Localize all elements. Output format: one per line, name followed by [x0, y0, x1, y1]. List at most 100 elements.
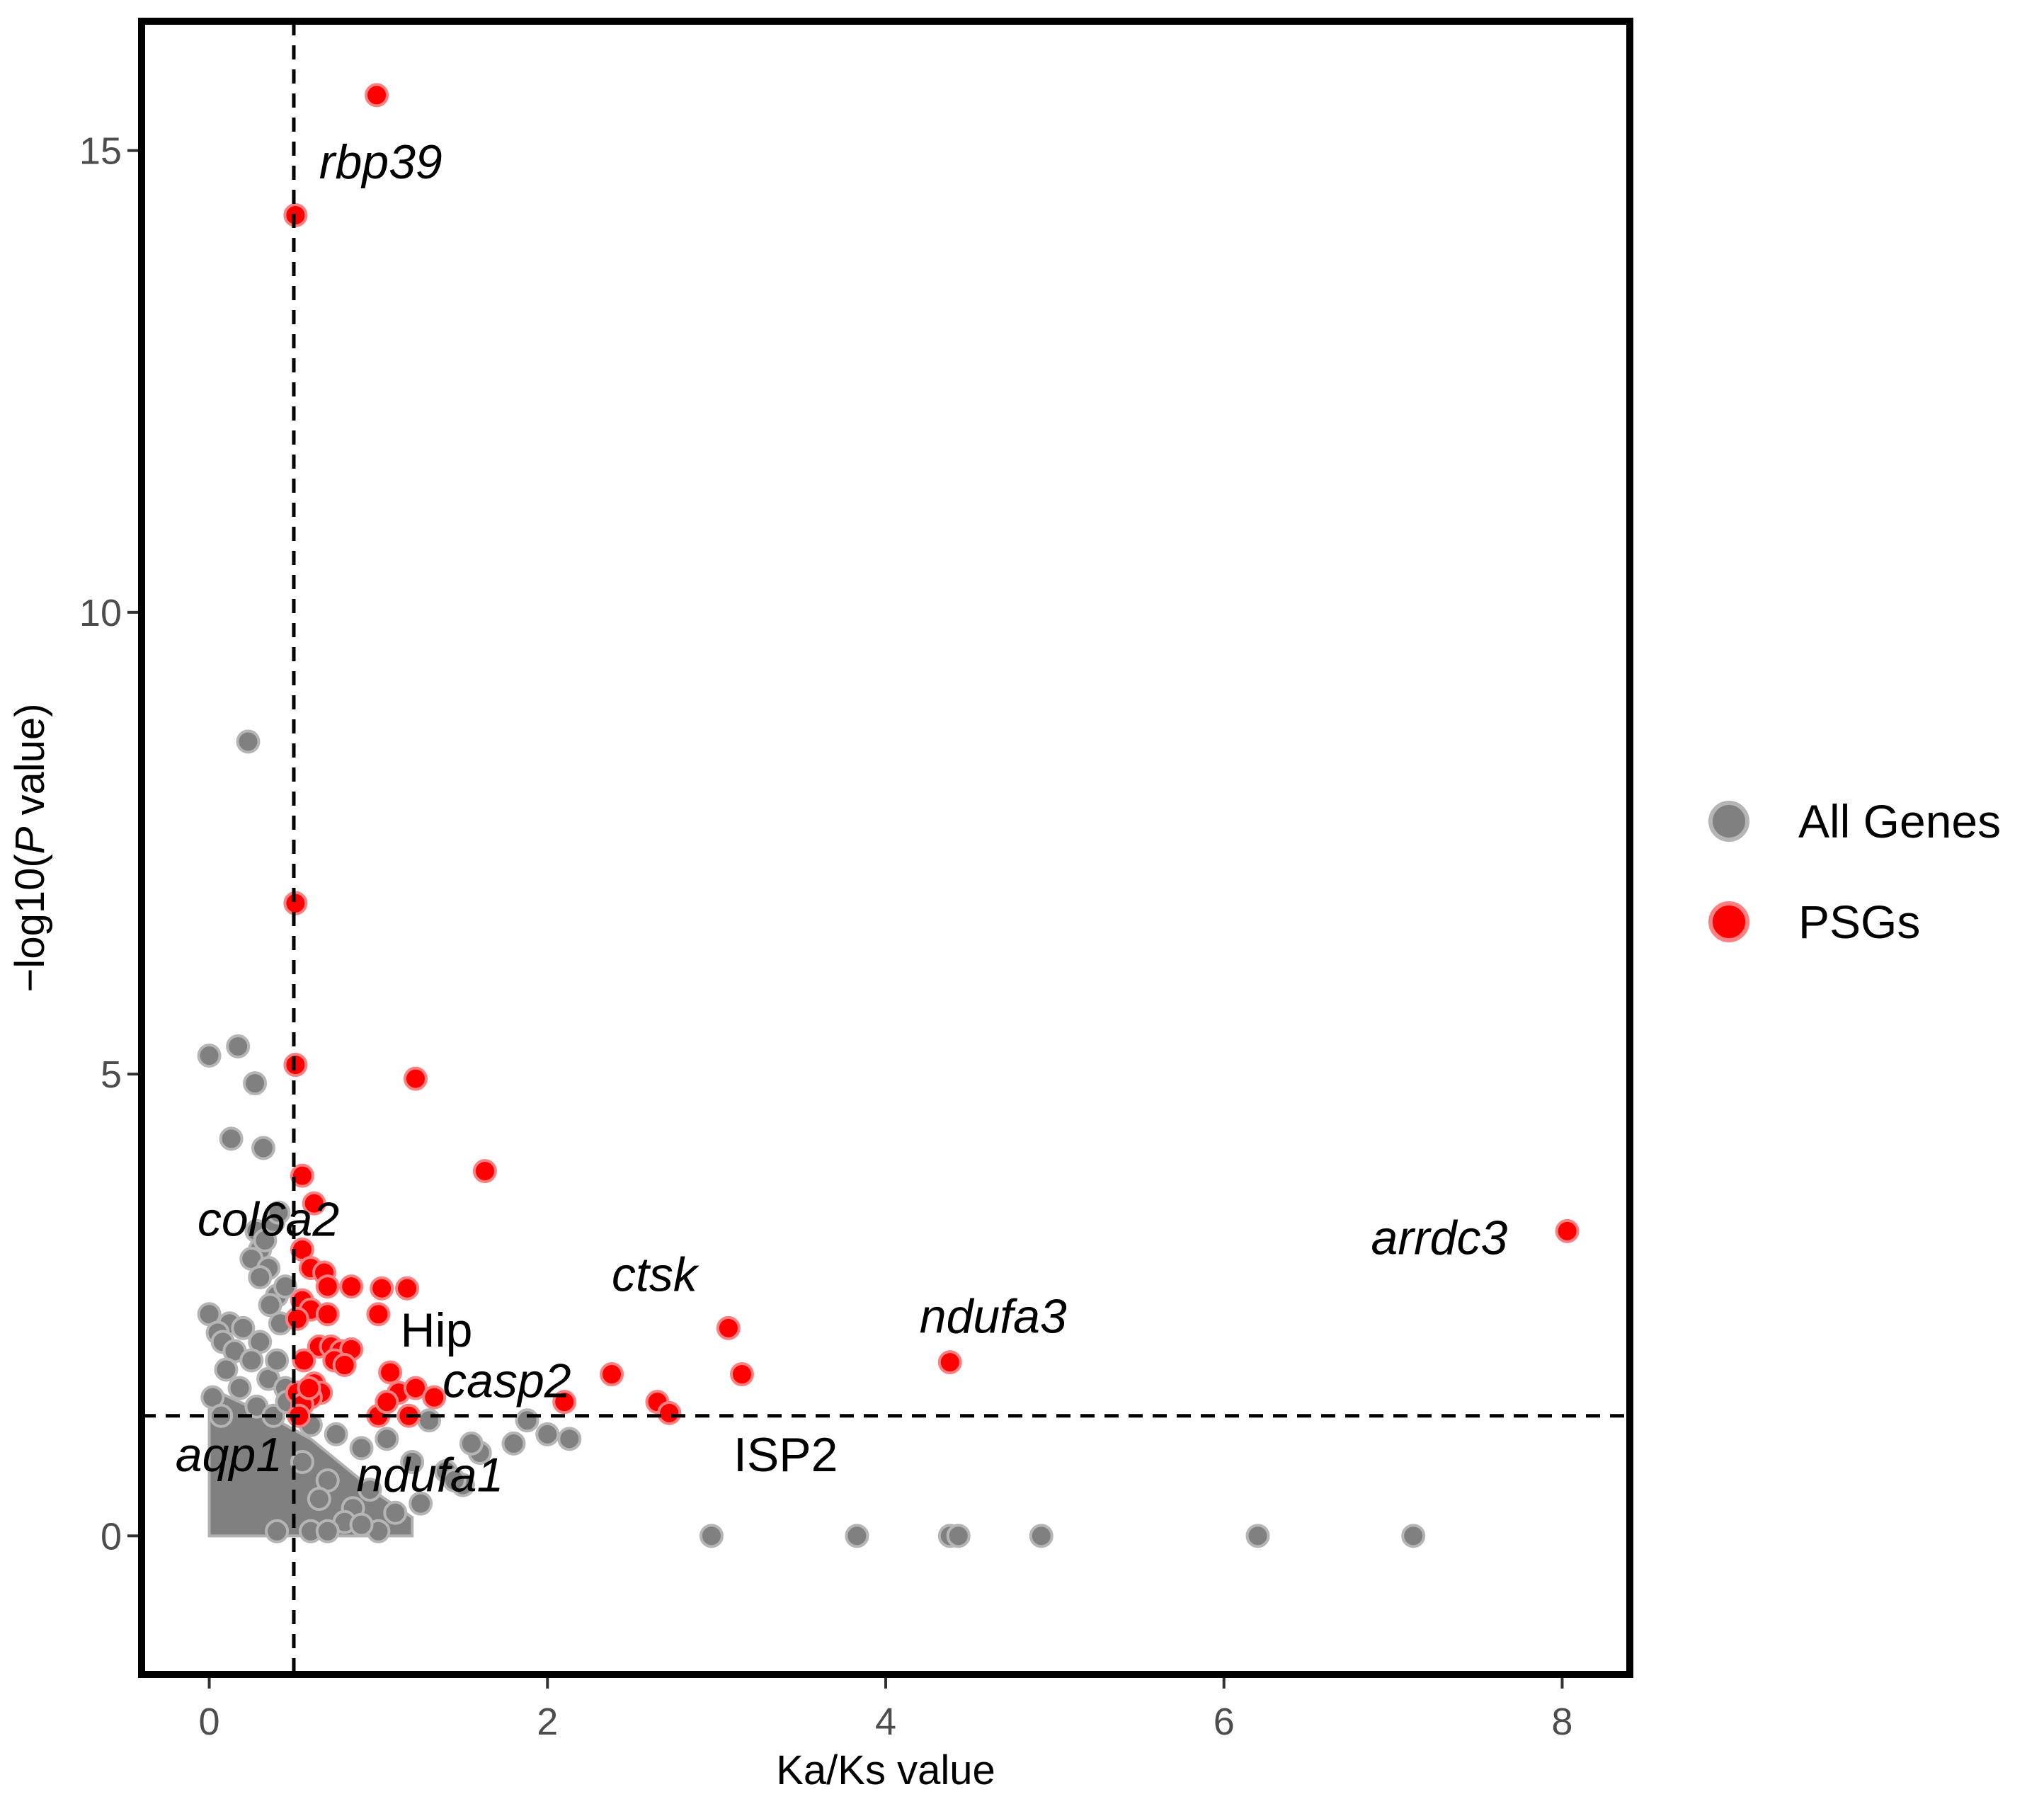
psg-point: [370, 1276, 394, 1301]
y-axis-title-prefix: −log10(: [7, 854, 53, 992]
all-genes-point: [459, 1431, 484, 1456]
all-genes-point: [236, 729, 261, 754]
all-genes-point: [324, 1422, 348, 1446]
all-genes-point: [251, 1136, 275, 1160]
all-genes-point: [535, 1422, 560, 1446]
psg-point: [600, 1362, 624, 1387]
x-tick-label: 6: [1214, 1701, 1235, 1743]
legend-swatch: [1708, 901, 1749, 942]
psg-point: [297, 1376, 321, 1400]
psg-point: [395, 1276, 420, 1301]
all-genes-point: [1245, 1524, 1270, 1548]
psg-point: [366, 1302, 391, 1327]
psg-point: [403, 1066, 428, 1091]
all-genes-point: [266, 1200, 291, 1225]
gene-label-col6a2: col6a2: [198, 1192, 339, 1246]
psg-point: [657, 1400, 682, 1425]
y-axis-title-italic: P: [7, 826, 53, 854]
y-tick-label: 15: [79, 130, 122, 173]
psg-point: [422, 1385, 447, 1410]
gene-label-ndufa1: ndufa1: [356, 1449, 503, 1502]
all-genes-point: [258, 1293, 282, 1318]
gene-label-isp2: ISP2: [733, 1428, 838, 1482]
all-genes-point: [226, 1034, 251, 1058]
all-genes-point: [557, 1427, 582, 1451]
gene-label-arrdc3: arrdc3: [1371, 1211, 1508, 1264]
all-genes-point: [375, 1427, 399, 1451]
y-axis-title: −log10(P value): [7, 704, 53, 993]
y-tick-label: 10: [79, 592, 122, 634]
all-genes-point: [515, 1408, 539, 1433]
y-tick-label: 0: [101, 1515, 122, 1558]
all-genes-point: [417, 1408, 442, 1433]
all-genes-point: [1401, 1524, 1426, 1548]
psg-point: [315, 1302, 340, 1327]
psg-point: [365, 83, 389, 108]
gene-label-rbp39: rbp39: [319, 135, 443, 189]
psg-point: [292, 1348, 316, 1373]
psg-point: [937, 1350, 962, 1375]
gene-label-aqp1: aqp1: [176, 1428, 282, 1482]
psg-point: [716, 1315, 741, 1340]
legend-label: PSGs: [1798, 896, 1920, 948]
all-genes-point: [349, 1436, 374, 1461]
all-genes-point: [349, 1512, 374, 1537]
x-axis-title: Ka/Ks value: [776, 1747, 995, 1793]
psg-point: [472, 1159, 497, 1184]
all-genes-point: [197, 1044, 222, 1068]
all-genes-point: [400, 1449, 425, 1474]
all-genes-point: [442, 1468, 467, 1493]
axes: 0 2 4 6 8 0 5 10 15: [79, 130, 1573, 1743]
legend-swatch: [1708, 801, 1749, 842]
all-genes-point: [214, 1357, 239, 1382]
all-genes-point: [231, 1315, 256, 1340]
psg-point: [315, 1274, 340, 1299]
psg-point: [552, 1390, 577, 1415]
all-genes-point: [265, 1519, 290, 1543]
x-tick-label: 0: [199, 1701, 220, 1743]
all-genes-point: [383, 1500, 408, 1525]
psg-point: [332, 1353, 357, 1378]
all-genes-point: [699, 1524, 724, 1548]
points-layer: [197, 83, 1580, 1548]
psg-point: [290, 1163, 314, 1188]
all-genes-point: [501, 1431, 526, 1456]
psg-point: [403, 1376, 428, 1400]
gene-label-casp2: casp2: [443, 1354, 571, 1408]
psg-point: [375, 1390, 399, 1415]
all-genes-point: [307, 1487, 331, 1512]
x-tick-label: 8: [1551, 1701, 1572, 1743]
legend-item-psgs: PSGs: [1708, 896, 1920, 948]
all-genes-point: [845, 1524, 869, 1548]
y-tick-label: 5: [101, 1053, 122, 1096]
gene-label-ctsk: ctsk: [612, 1248, 700, 1302]
legend-label: All Genes: [1798, 795, 2001, 847]
all-genes-point: [239, 1348, 264, 1373]
gene-label-ndufa3: ndufa3: [920, 1289, 1067, 1343]
all-genes-point: [290, 1449, 314, 1474]
psg-point: [302, 1191, 326, 1216]
all-genes-point: [946, 1524, 971, 1548]
all-genes-point: [227, 1376, 252, 1400]
plot-frame: [138, 18, 1633, 1678]
all-genes-point: [219, 1126, 244, 1151]
x-tick-label: 4: [875, 1701, 896, 1743]
reference-lines: [142, 21, 1630, 1674]
gene-label-hip: Hip: [400, 1303, 472, 1357]
psg-point: [339, 1274, 364, 1299]
x-tick-label: 2: [537, 1701, 558, 1743]
psg-point: [1555, 1218, 1580, 1243]
psg-point: [729, 1362, 754, 1387]
legend-item-all-genes: All Genes: [1708, 795, 2001, 847]
all-genes-point: [358, 1478, 382, 1502]
psg-point: [285, 1306, 309, 1331]
psg-point: [378, 1360, 403, 1385]
all-genes-point: [273, 1274, 298, 1299]
legend: All Genes PSGs: [1708, 795, 2001, 948]
all-genes-point: [243, 1071, 268, 1096]
all-genes-point: [265, 1348, 290, 1373]
y-axis-title-suffix: value): [7, 704, 53, 827]
all-genes-point: [248, 1265, 273, 1290]
